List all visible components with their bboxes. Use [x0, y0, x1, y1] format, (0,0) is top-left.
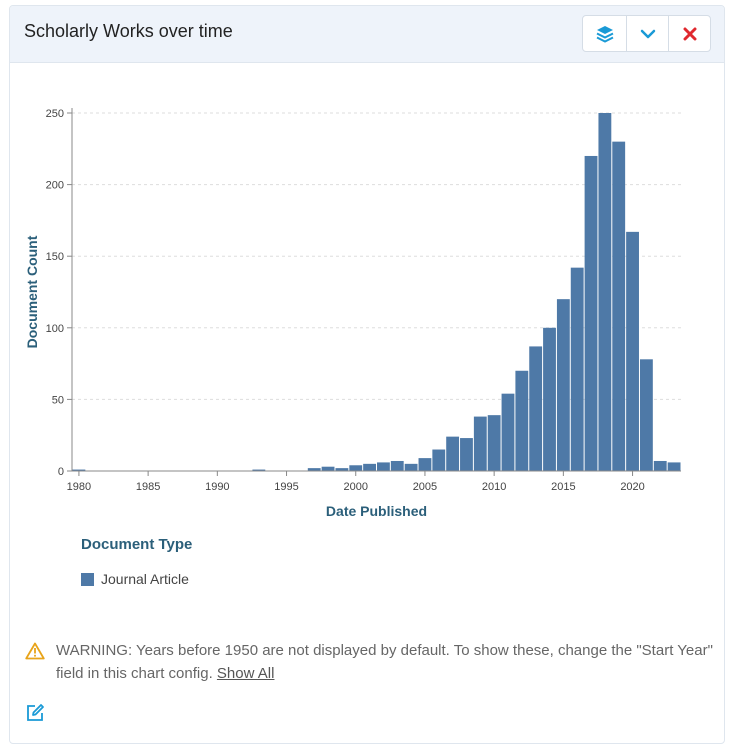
- bar: [598, 113, 612, 471]
- bar: [653, 460, 667, 471]
- y-tick-label: 150: [46, 251, 64, 263]
- panel-title: Scholarly Works over time: [24, 21, 233, 41]
- y-tick-label: 0: [58, 466, 64, 478]
- legend-item-label: Journal Article: [101, 571, 189, 587]
- bar: [335, 468, 349, 471]
- bar: [460, 438, 473, 471]
- bar: [501, 393, 515, 471]
- layers-button[interactable]: [583, 16, 626, 51]
- bar: [487, 415, 501, 471]
- bar: [612, 141, 626, 471]
- bar: [584, 155, 598, 471]
- chevron-down-icon: [640, 29, 655, 38]
- x-tick-label: 1980: [67, 481, 91, 493]
- bar: [418, 458, 432, 471]
- bar: [404, 463, 418, 471]
- bar: [307, 468, 321, 471]
- legend-title: Document Type: [81, 536, 193, 553]
- chart-area: 0 50 100 150 200 250 1980 1985 1990 1995 2000 2005 2…: [10, 63, 724, 538]
- close-button[interactable]: [668, 16, 710, 51]
- bar: [72, 469, 86, 471]
- bar: [321, 466, 335, 471]
- y-tick-label: 250: [46, 108, 64, 120]
- histogram-chart: 0 50 100 150 200 250 1980 1985 1990 1995 2000 2005 2…: [24, 108, 681, 519]
- warning-text: WARNING: Years before 1950 are not displ…: [56, 642, 713, 682]
- bar: [377, 462, 390, 471]
- x-tick-label: 2005: [413, 481, 437, 493]
- x-tick-label: 1985: [136, 481, 160, 493]
- collapse-button[interactable]: [626, 16, 668, 51]
- panel-button-group: [582, 15, 711, 52]
- legend-swatch: [81, 572, 94, 586]
- bar: [515, 370, 529, 471]
- x-tick-label: 2000: [343, 481, 367, 493]
- close-icon: [683, 27, 696, 40]
- bar: [432, 449, 446, 471]
- show-all-link[interactable]: Show All: [216, 665, 275, 682]
- bar: [363, 463, 376, 471]
- x-tick-label: 2020: [620, 481, 644, 493]
- bar: [390, 460, 404, 471]
- bar: [349, 465, 363, 471]
- bar: [529, 346, 543, 471]
- warning-icon: [25, 642, 45, 660]
- bar: [667, 462, 681, 471]
- bar: [473, 416, 487, 471]
- x-tick-label: 2015: [551, 481, 575, 493]
- y-tick-label: 200: [46, 180, 64, 192]
- bar: [626, 231, 639, 471]
- panel-header: Scholarly Works over time: [10, 6, 724, 63]
- legend-item-journal-article[interactable]: Journal Article: [81, 571, 189, 587]
- bar: [570, 267, 584, 471]
- bar: [252, 469, 266, 471]
- layers-icon: [596, 25, 613, 43]
- bar: [446, 436, 460, 471]
- y-axis-title: Document Count: [24, 235, 40, 348]
- warning-message: WARNING: Years before 1950 are not displ…: [24, 639, 714, 685]
- y-tick-label: 100: [46, 323, 64, 335]
- x-axis-title: Date Published: [326, 503, 427, 519]
- x-tick-label: 1990: [205, 481, 229, 493]
- x-tick-label: 2010: [482, 481, 506, 493]
- bar: [639, 359, 653, 471]
- bar: [543, 327, 556, 471]
- y-tick-label: 50: [52, 394, 64, 406]
- edit-icon[interactable]: [25, 703, 45, 723]
- x-tick-label: 1995: [274, 481, 298, 493]
- bar: [556, 299, 570, 471]
